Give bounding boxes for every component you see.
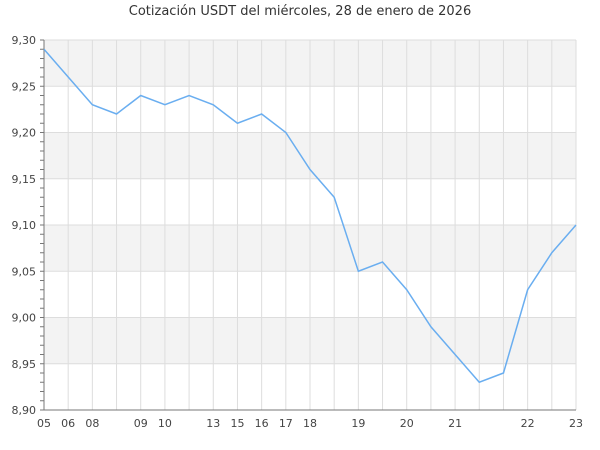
y-tick-label: 9,15 (12, 173, 37, 186)
y-tick-label: 9,30 (12, 34, 37, 47)
x-tick-label: 06 (61, 417, 75, 430)
y-tick-label: 9,20 (12, 127, 37, 140)
chart-title: Cotización USDT del miércoles, 28 de ene… (129, 4, 471, 19)
x-tick-label: 20 (400, 417, 414, 430)
y-tick-label: 9,00 (12, 312, 37, 325)
x-tick-label: 17 (279, 417, 293, 430)
x-tick-label: 08 (85, 417, 99, 430)
x-tick-label: 21 (448, 417, 462, 430)
x-tick-label: 22 (521, 417, 535, 430)
x-tick-label: 18 (303, 417, 317, 430)
x-tick-label: 19 (351, 417, 365, 430)
x-tick-label: 16 (255, 417, 269, 430)
series-line (43, 48, 577, 384)
x-tick-label: 09 (134, 417, 148, 430)
y-tick-label: 8,95 (12, 358, 37, 371)
x-tick-label: 05 (37, 417, 51, 430)
x-tick-label: 15 (230, 417, 244, 430)
y-tick-label: 9,10 (12, 219, 37, 232)
y-tick-label: 9,05 (12, 265, 37, 278)
x-tick-label: 13 (206, 417, 220, 430)
x-tick-label: 10 (158, 417, 172, 430)
y-tick-label: 8,90 (12, 404, 37, 417)
y-tick-label: 9,25 (12, 80, 37, 93)
x-tick-label: 23 (569, 417, 583, 430)
